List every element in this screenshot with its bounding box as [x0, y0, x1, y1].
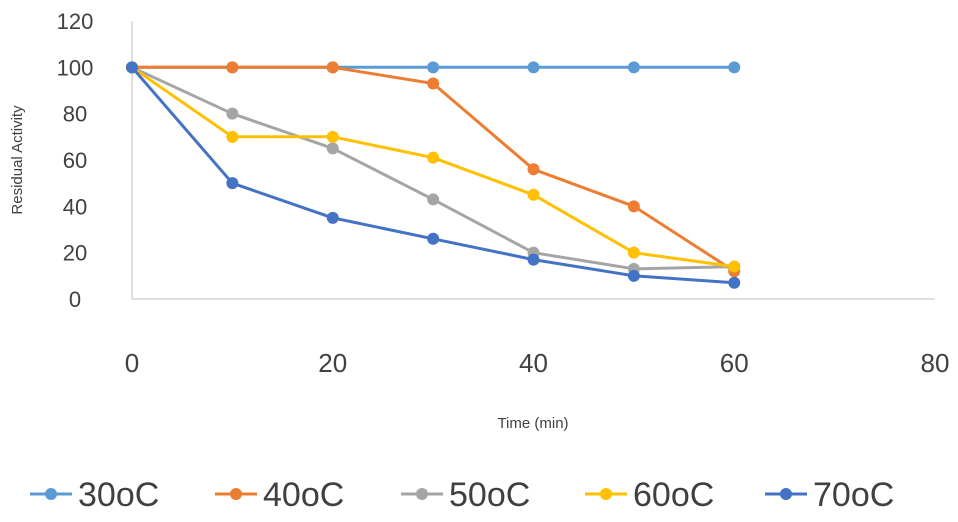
x-tick-label: 60 — [720, 348, 749, 378]
data-point — [326, 61, 339, 74]
y-tick-labels: 0 20 40 60 80 100 120 — [57, 9, 94, 312]
data-point — [427, 61, 440, 74]
data-point — [527, 163, 540, 176]
y-axis-title: Residual Activity — [9, 105, 26, 215]
data-point — [627, 61, 640, 74]
y-tick-label: 60 — [63, 148, 87, 173]
legend-item-50oc: 50oC — [401, 476, 530, 514]
data-point — [326, 142, 339, 155]
y-tick-label: 120 — [57, 9, 94, 34]
series-40oc — [126, 61, 741, 278]
legend-marker — [45, 488, 57, 500]
legend-item-60oc: 60oC — [585, 476, 714, 514]
data-point — [627, 269, 640, 282]
data-point — [427, 77, 440, 90]
legend-marker — [780, 488, 792, 500]
x-tick-label: 80 — [921, 348, 950, 378]
legend-label: 70oC — [813, 476, 894, 514]
y-tick-label: 80 — [63, 102, 87, 127]
legend-label: 30oC — [78, 476, 159, 514]
x-tick-label: 0 — [125, 348, 139, 378]
data-point — [226, 61, 239, 74]
x-axis-title: Time (min) — [497, 415, 568, 432]
y-tick-label: 0 — [69, 287, 81, 312]
data-point — [326, 211, 339, 224]
data-point — [627, 246, 640, 259]
data-point — [728, 260, 741, 273]
series-70oc — [126, 61, 741, 289]
legend: 30oC 40oC 50oC 60oC 70oC — [30, 476, 894, 514]
x-tick-labels: 0 20 40 60 80 — [125, 348, 950, 378]
data-point — [627, 200, 640, 213]
legend-marker — [416, 488, 428, 500]
x-tick-label: 20 — [318, 348, 347, 378]
data-point — [728, 276, 741, 289]
data-point — [226, 177, 239, 190]
legend-item-40oc: 40oC — [215, 476, 344, 514]
series-layer — [126, 61, 741, 289]
y-tick-label: 20 — [63, 241, 87, 266]
y-tick-label: 40 — [63, 194, 87, 219]
series-line-70oc — [130, 65, 736, 285]
data-point — [427, 232, 440, 245]
data-point — [527, 188, 540, 201]
data-point — [427, 193, 440, 206]
data-point — [527, 253, 540, 266]
y-tick-label: 100 — [57, 55, 94, 80]
legend-label: 60oC — [633, 476, 714, 514]
legend-marker — [600, 488, 612, 500]
data-point — [226, 107, 239, 120]
legend-label: 40oC — [263, 476, 344, 514]
data-point — [527, 61, 540, 74]
data-point — [427, 151, 440, 164]
data-point — [728, 61, 741, 74]
legend-item-30oc: 30oC — [30, 476, 159, 514]
legend-label: 50oC — [449, 476, 530, 514]
legend-item-70oc: 70oC — [765, 476, 894, 514]
data-point — [126, 61, 138, 74]
data-point — [226, 130, 239, 143]
legend-marker — [230, 488, 242, 500]
data-point — [326, 130, 339, 143]
x-tick-label: 40 — [519, 348, 548, 378]
